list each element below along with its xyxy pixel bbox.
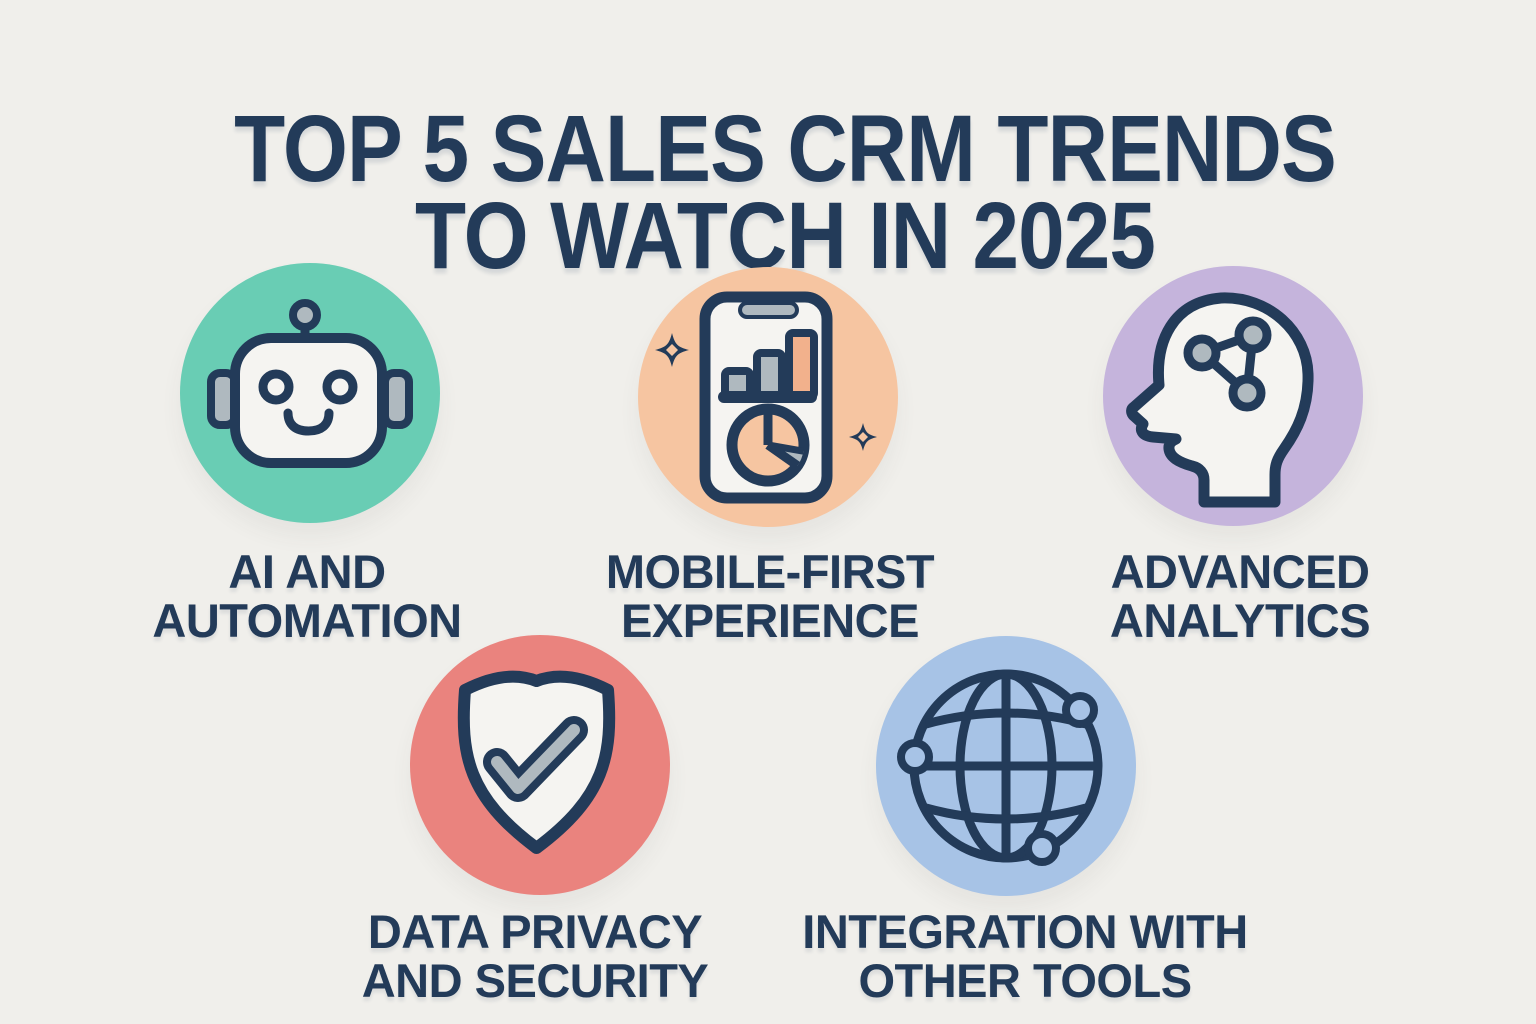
- bar-chart-baseline: [718, 391, 817, 403]
- trend-circle-advanced-analytics: [1103, 266, 1363, 526]
- page-title: TOP 5 SALES CRM TRENDS TO WATCH IN 2025: [94, 95, 1476, 284]
- robot-head: [230, 333, 387, 468]
- head-network-icon: [1126, 292, 1314, 508]
- mobile-analytics-icon: [655, 291, 877, 504]
- trend-label-line2: OTHER TOOLS: [858, 953, 1192, 1007]
- trend-label-line1: DATA PRIVACY: [367, 905, 703, 958]
- trend-label-line2: EXPERIENCE: [621, 593, 919, 647]
- trend-label-line1: ADVANCED: [1110, 545, 1370, 598]
- shield-check-icon: [457, 670, 616, 854]
- trend-circle-data-privacy: [410, 635, 670, 895]
- globe-node: [897, 739, 933, 775]
- network-node: [1234, 316, 1272, 354]
- page-title-line1: TOP 5 SALES CRM TRENDS: [234, 95, 1337, 202]
- bar-chart-bar3: [785, 329, 818, 401]
- robot-ear-right: [381, 369, 413, 429]
- bar-chart-bar2: [753, 349, 786, 401]
- globe-node: [1024, 830, 1060, 866]
- trend-circle-mobile-first: [638, 267, 898, 527]
- trend-label-line1: AI AND: [228, 545, 386, 598]
- trend-circle-ai-automation: [180, 263, 440, 523]
- network-node: [1183, 334, 1221, 372]
- head-profile: [1126, 292, 1314, 508]
- globe-parallel-bottom: [924, 803, 1088, 824]
- trend-label-line1: INTEGRATION WITH: [802, 905, 1248, 958]
- trend-label-line2: AUTOMATION: [152, 593, 462, 647]
- trend-label-line2: ANALYTICS: [1109, 593, 1371, 647]
- trend-label-advanced-analytics: ADVANCED ANALYTICS: [980, 545, 1500, 647]
- network-node: [1228, 374, 1266, 412]
- trend-label-integration: INTEGRATION WITH OTHER TOOLS: [765, 905, 1285, 1007]
- trend-label-mobile-first: MOBILE-FIRST EXPERIENCE: [510, 545, 1030, 647]
- robot-antenna-ball: [289, 299, 321, 331]
- robot-eye-left: [258, 369, 294, 405]
- trend-circle-integration: [876, 636, 1136, 896]
- globe-node: [1062, 692, 1098, 728]
- trend-label-ai-automation: AI AND AUTOMATION: [47, 545, 567, 647]
- robot-mouth: [283, 408, 334, 436]
- trend-label-line1: MOBILE-FIRST: [605, 545, 935, 598]
- trend-label-data-privacy: DATA PRIVACY AND SECURITY: [275, 905, 795, 1007]
- robot-icon: [207, 299, 413, 468]
- trend-label-line2: AND SECURITY: [361, 953, 709, 1007]
- phone-notch: [738, 301, 799, 319]
- globe-icon: [897, 669, 1103, 866]
- robot-eye-right: [322, 369, 358, 405]
